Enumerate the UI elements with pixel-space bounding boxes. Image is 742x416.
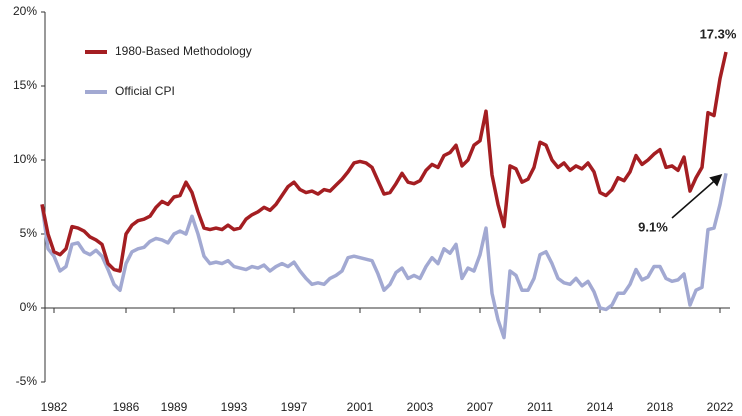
x-tick-label: 2022	[707, 400, 734, 414]
legend-label: 1980-Based Methodology	[115, 44, 252, 58]
x-tick-label: 2001	[347, 400, 374, 414]
x-tick-label: 2011	[527, 400, 553, 414]
line-series	[40, 51, 728, 273]
y-tick-label: 5%	[20, 226, 38, 240]
annotation: 9.1%	[638, 219, 668, 234]
line-series	[40, 172, 728, 340]
legend-label: Official CPI	[115, 84, 175, 98]
x-tick-label: 2014	[587, 400, 614, 414]
x-tick-label: 1982	[41, 400, 68, 414]
x-tick-label: 1989	[161, 400, 188, 414]
x-tick-label: 2003	[407, 400, 434, 414]
x-tick-label: 1997	[281, 400, 308, 414]
x-tick-label: 1986	[113, 400, 140, 414]
annotation-arrow	[671, 174, 723, 219]
annotation: 17.3%	[700, 26, 737, 41]
y-tick-label: 0%	[20, 300, 38, 314]
x-tick-label: 2018	[647, 400, 674, 414]
y-tick-label: -5%	[16, 374, 38, 388]
y-tick-label: 20%	[13, 4, 37, 18]
y-tick-label: 10%	[13, 152, 37, 166]
x-tick-label: 1993	[221, 400, 248, 414]
x-tick-label: 2007	[467, 400, 494, 414]
y-tick-label: 15%	[13, 78, 37, 92]
